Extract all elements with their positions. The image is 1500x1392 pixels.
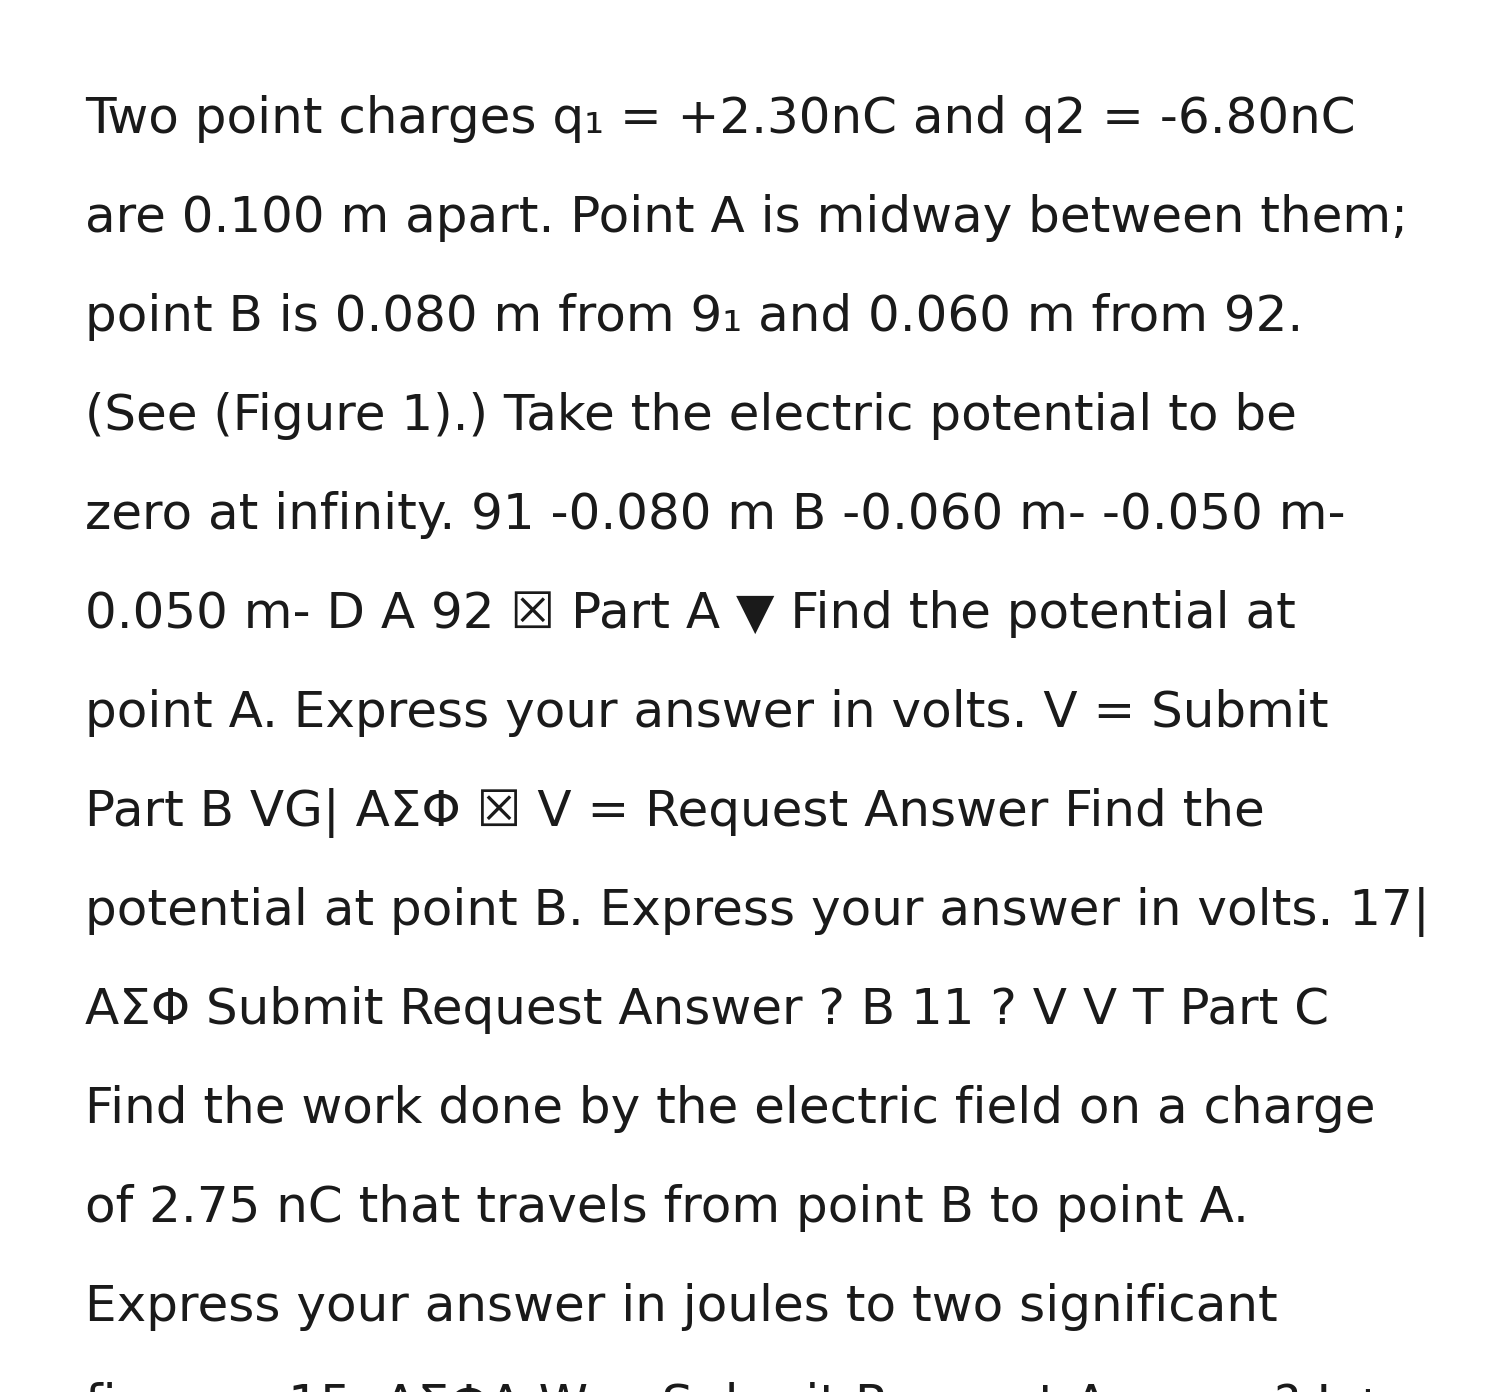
Text: zero at infinity. 91 -0.080 m B -0.060 m- -0.050 m-: zero at infinity. 91 -0.080 m B -0.060 m… [86,491,1346,539]
Text: of 2.75 nC that travels from point B to point A.: of 2.75 nC that travels from point B to … [86,1185,1249,1232]
Text: point A. Express your answer in volts. V = Submit: point A. Express your answer in volts. V… [86,689,1329,736]
Text: (See (Figure 1).) Take the electric potential to be: (See (Figure 1).) Take the electric pote… [86,393,1298,440]
Text: potential at point B. Express your answer in volts. 17|: potential at point B. Express your answe… [86,887,1429,937]
Text: figures. 15. ΑΣΦΑ W = Submit Request Answer ? J +: figures. 15. ΑΣΦΑ W = Submit Request Ans… [86,1382,1389,1392]
Text: Express your answer in joules to two significant: Express your answer in joules to two sig… [86,1283,1278,1331]
Text: 0.050 m- D A 92 ☒ Part A ▼ Find the potential at: 0.050 m- D A 92 ☒ Part A ▼ Find the pote… [86,590,1296,638]
Text: point B is 0.080 m from 9₁ and 0.060 m from 92.: point B is 0.080 m from 9₁ and 0.060 m f… [86,292,1304,341]
Text: Part B VG| ΑΣΦ ☒ V = Request Answer Find the: Part B VG| ΑΣΦ ☒ V = Request Answer Find… [86,788,1264,838]
Text: are 0.100 m apart. Point A is midway between them;: are 0.100 m apart. Point A is midway bet… [86,193,1408,242]
Text: Two point charges q₁ = +2.30nC and q2 = -6.80nC: Two point charges q₁ = +2.30nC and q2 = … [86,95,1356,143]
Text: ΑΣΦ Submit Request Answer ? B 11 ? V V T Part C: ΑΣΦ Submit Request Answer ? B 11 ? V V T… [86,986,1329,1034]
Text: Find the work done by the electric field on a charge: Find the work done by the electric field… [86,1084,1376,1133]
